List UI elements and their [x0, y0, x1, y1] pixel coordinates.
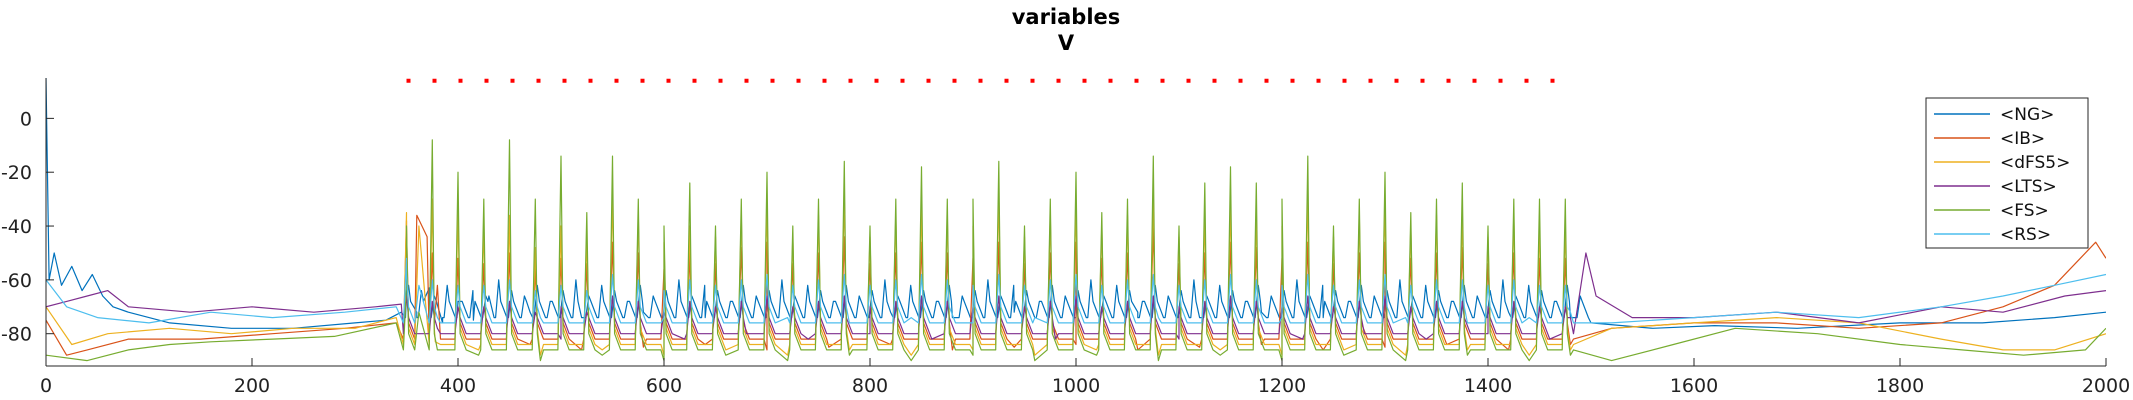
y-tick-label: -60 — [1, 270, 32, 292]
legend-box — [1925, 97, 2089, 249]
x-tick-label: 1600 — [1670, 375, 1718, 397]
x-tick-label: 1200 — [1258, 375, 1306, 397]
x-tick-label: 1400 — [1464, 375, 1512, 397]
legend-entry: <NG> — [2000, 105, 2054, 125]
legend-entry: <LTS> — [2000, 177, 2057, 197]
x-tick-label: 200 — [234, 375, 270, 397]
y-tick-label: -20 — [1, 162, 32, 184]
legend-entry: <FS> — [2000, 201, 2049, 221]
x-tick-label: 800 — [852, 375, 888, 397]
plot-area — [46, 77, 2106, 362]
x-tick-label: 600 — [646, 375, 682, 397]
axes: 0 200 400 600 800 1000 1200 1400 1600 1800 2000 0 -2… — [1, 78, 2130, 397]
legend-entry: <IB> — [2000, 129, 2045, 149]
series-line — [46, 77, 2106, 329]
legend: <NG> <IB> <dFS5> <LTS> <FS> <RS> — [1925, 97, 2089, 249]
x-tick-label: 0 — [40, 375, 52, 397]
y-tick-label: -80 — [1, 324, 32, 346]
y-tick-label: 0 — [20, 108, 32, 130]
legend-entry: <RS> — [2000, 225, 2051, 245]
x-tick-label: 1800 — [1876, 375, 1924, 397]
series-line — [46, 252, 2106, 340]
series-line — [46, 257, 2106, 324]
series-line — [46, 139, 2106, 362]
chart-title: variables — [1012, 5, 1121, 29]
y-tick-label: -40 — [1, 216, 32, 238]
legend-entry: <dFS5> — [2000, 153, 2070, 173]
x-tick-label: 2000 — [2082, 375, 2130, 397]
x-tick-label: 400 — [440, 375, 476, 397]
series-line — [46, 214, 2106, 356]
chart-subtitle: V — [1058, 31, 1075, 55]
x-tick-label: 1000 — [1052, 375, 1100, 397]
